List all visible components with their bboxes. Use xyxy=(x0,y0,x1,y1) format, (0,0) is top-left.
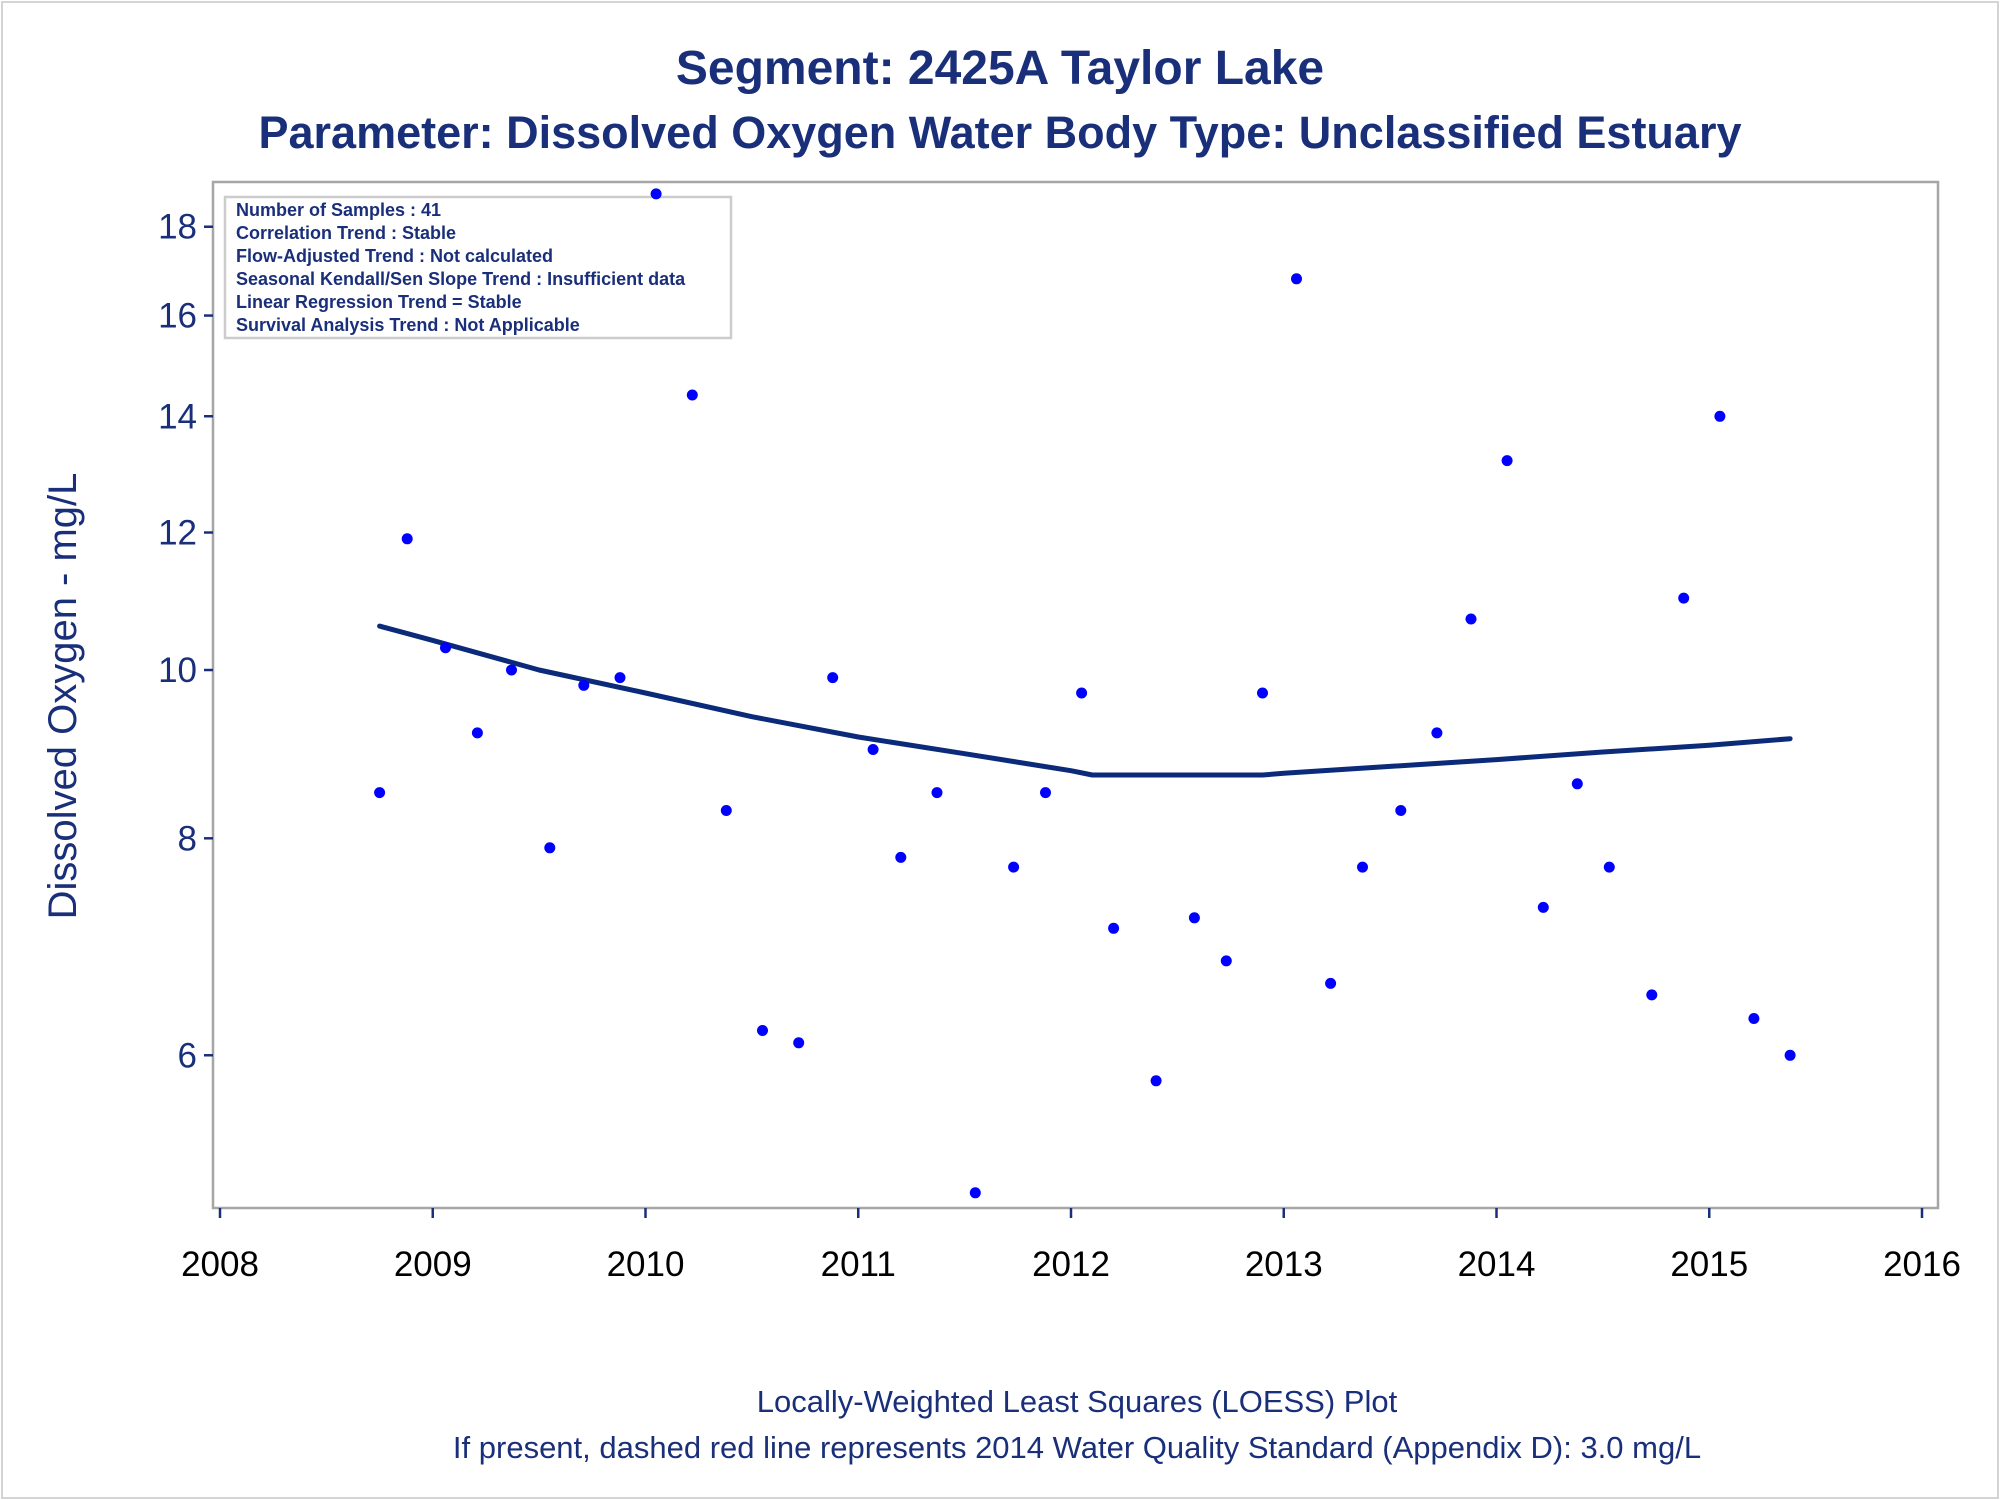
x-tick-label: 2008 xyxy=(181,1245,259,1284)
data-point xyxy=(1150,1075,1162,1087)
y-tick-label: 14 xyxy=(158,397,197,436)
data-point xyxy=(1220,955,1232,967)
data-point xyxy=(1357,861,1368,873)
footnote-standard: If present, dashed red line represents 2… xyxy=(453,1430,1701,1465)
data-point xyxy=(401,533,413,545)
data-point xyxy=(1188,912,1200,924)
y-tick-label: 18 xyxy=(158,208,197,247)
data-point xyxy=(1291,273,1302,285)
info-correlation-trend: Correlation Trend : Stable xyxy=(236,223,456,243)
series-layer xyxy=(374,188,1796,1199)
data-point xyxy=(1714,410,1726,422)
data-point xyxy=(931,787,943,799)
data-point xyxy=(1678,592,1690,604)
y-axis-label: Dissolved Oxygen - mg/L xyxy=(41,473,85,920)
x-tick-label: 2016 xyxy=(1883,1245,1961,1284)
data-point xyxy=(1537,901,1549,913)
data-point xyxy=(440,642,451,654)
data-point xyxy=(650,188,662,200)
x-tick-label: 2010 xyxy=(607,1245,685,1284)
data-point xyxy=(374,787,386,799)
data-point xyxy=(1784,1049,1796,1061)
data-point xyxy=(1748,1013,1760,1024)
data-point xyxy=(757,1025,768,1036)
data-point xyxy=(471,727,483,739)
info-survival-analysis-trend: Survival Analysis Trend : Not Applicable xyxy=(236,315,580,335)
data-point xyxy=(969,1187,981,1199)
info-linear-regression-trend: Linear Regression Trend = Stable xyxy=(236,292,522,312)
y-tick-label: 8 xyxy=(178,819,197,858)
data-point xyxy=(1108,922,1120,934)
data-point xyxy=(1325,977,1337,989)
info-flow-adjusted-trend: Flow-Adjusted Trend : Not calculated xyxy=(236,246,553,266)
data-point xyxy=(686,389,698,401)
y-tick-label: 6 xyxy=(178,1036,197,1075)
x-tick-label: 2012 xyxy=(1032,1245,1110,1284)
data-point xyxy=(506,664,517,676)
data-point xyxy=(867,744,879,755)
x-tick-label: 2009 xyxy=(394,1245,472,1284)
footnote-loess: Locally-Weighted Least Squares (LOESS) P… xyxy=(757,1384,1398,1419)
plot-area-frame xyxy=(211,180,1940,1210)
data-point xyxy=(1465,613,1477,625)
data-point xyxy=(1008,861,1020,873)
data-point xyxy=(614,672,626,684)
chart-subtitle: Parameter: Dissolved Oxygen Water Body T… xyxy=(258,107,1741,158)
data-point xyxy=(1076,687,1088,699)
info-samples: Number of Samples : 41 xyxy=(236,200,441,220)
data-point xyxy=(720,805,732,816)
data-point xyxy=(895,851,907,863)
x-tick-label: 2013 xyxy=(1245,1245,1323,1284)
info-seasonal-kendall-trend: Seasonal Kendall/Sen Slope Trend : Insuf… xyxy=(236,269,686,289)
data-point xyxy=(578,679,590,691)
y-axis: 6 8 10 12 14 16 18 xyxy=(158,208,213,1075)
data-point xyxy=(1603,861,1615,873)
data-point xyxy=(1431,727,1443,739)
data-point xyxy=(1646,989,1658,1001)
y-tick-label: 10 xyxy=(158,651,197,690)
loess-line xyxy=(377,623,1793,778)
data-point xyxy=(1395,805,1407,816)
data-point xyxy=(1501,455,1513,467)
data-point xyxy=(1040,787,1051,799)
chart-title: Segment: 2425A Taylor Lake xyxy=(676,42,1324,95)
data-point xyxy=(1257,687,1268,699)
data-point xyxy=(544,842,556,854)
info-box: Number of Samples : 41 Correlation Trend… xyxy=(223,195,733,340)
data-point xyxy=(1571,778,1583,790)
x-axis: 2008 2009 2010 2011 2012 2013 2014 2015 2016 xyxy=(181,1208,1961,1284)
x-tick-label: 2015 xyxy=(1670,1245,1748,1284)
y-tick-label: 16 xyxy=(158,297,197,336)
x-tick-label: 2014 xyxy=(1458,1245,1536,1284)
x-tick-label: 2011 xyxy=(821,1245,896,1284)
data-point xyxy=(793,1037,805,1049)
data-point xyxy=(827,672,839,684)
y-tick-label: 12 xyxy=(158,514,197,553)
info-box-frame xyxy=(223,195,733,340)
